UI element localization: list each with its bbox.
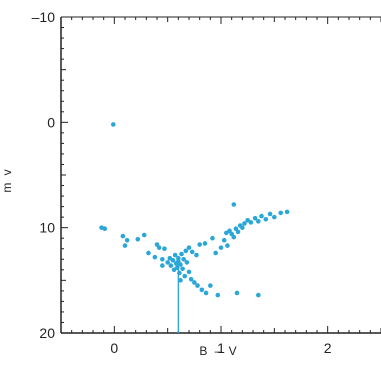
data-point	[199, 287, 205, 293]
data-point	[141, 232, 147, 238]
data-point	[177, 270, 182, 276]
data-point	[263, 216, 269, 222]
x-axis-label: B – V	[199, 344, 238, 358]
data-point	[178, 278, 183, 283]
data-point	[192, 280, 197, 285]
data-point	[278, 210, 284, 216]
data-point	[146, 250, 151, 256]
data-point	[160, 256, 165, 262]
data-point	[197, 242, 202, 247]
data-point	[256, 292, 261, 298]
data-point	[182, 273, 188, 279]
data-point	[208, 283, 213, 288]
data-point	[218, 245, 224, 250]
data-point	[135, 236, 141, 242]
data-point	[120, 233, 126, 239]
data-point	[183, 248, 189, 254]
data-point	[186, 269, 192, 275]
data-point	[259, 213, 264, 219]
data-point	[172, 252, 178, 258]
y-tick-label: 0	[47, 114, 55, 130]
x-tick-label: 0	[110, 340, 118, 356]
data-point	[248, 220, 254, 225]
data-point	[195, 283, 200, 288]
data-point	[284, 209, 290, 215]
data-point	[178, 262, 183, 267]
data-point	[267, 211, 273, 217]
data-point	[225, 243, 230, 248]
data-point	[242, 221, 247, 226]
data-point	[215, 292, 221, 298]
data-point	[168, 263, 174, 268]
data-point	[162, 246, 167, 252]
data-point	[186, 245, 192, 250]
data-point	[202, 241, 208, 246]
data-point	[234, 290, 240, 296]
tick-labels: 0 1 2 –10 0 10 20	[32, 9, 332, 356]
data-point	[124, 238, 130, 243]
data-points	[99, 122, 290, 298]
data-point	[180, 266, 185, 272]
data-point	[170, 258, 176, 263]
data-point	[110, 122, 116, 127]
data-point	[240, 225, 245, 230]
data-point	[181, 256, 186, 262]
y-tick-label: –10	[32, 9, 56, 25]
data-point	[213, 250, 218, 256]
y-tick-label: 20	[39, 325, 55, 341]
chart-axes	[60, 16, 381, 334]
data-point	[176, 255, 181, 261]
data-point	[184, 260, 190, 265]
data-point	[152, 254, 158, 260]
data-point	[203, 290, 209, 296]
data-point	[179, 251, 184, 257]
data-point	[156, 245, 162, 250]
y-axis-label: m v	[0, 167, 14, 192]
data-point	[235, 229, 241, 235]
data-point	[174, 265, 180, 270]
data-point	[160, 263, 165, 268]
data-point	[256, 219, 261, 224]
x-tick-label: 1	[217, 340, 225, 356]
data-point	[102, 226, 108, 232]
y-tick-label: 10	[39, 220, 55, 236]
data-point	[189, 249, 195, 255]
data-point	[252, 215, 258, 221]
data-point	[231, 202, 237, 207]
data-point	[188, 276, 194, 282]
data-point	[194, 252, 199, 258]
data-point	[272, 214, 277, 220]
data-point	[221, 238, 227, 243]
chart-ticks	[60, 16, 381, 334]
data-point	[210, 235, 215, 241]
data-point	[122, 243, 128, 248]
data-point	[165, 260, 170, 265]
x-tick-label: 2	[324, 340, 332, 356]
data-point	[231, 234, 237, 240]
